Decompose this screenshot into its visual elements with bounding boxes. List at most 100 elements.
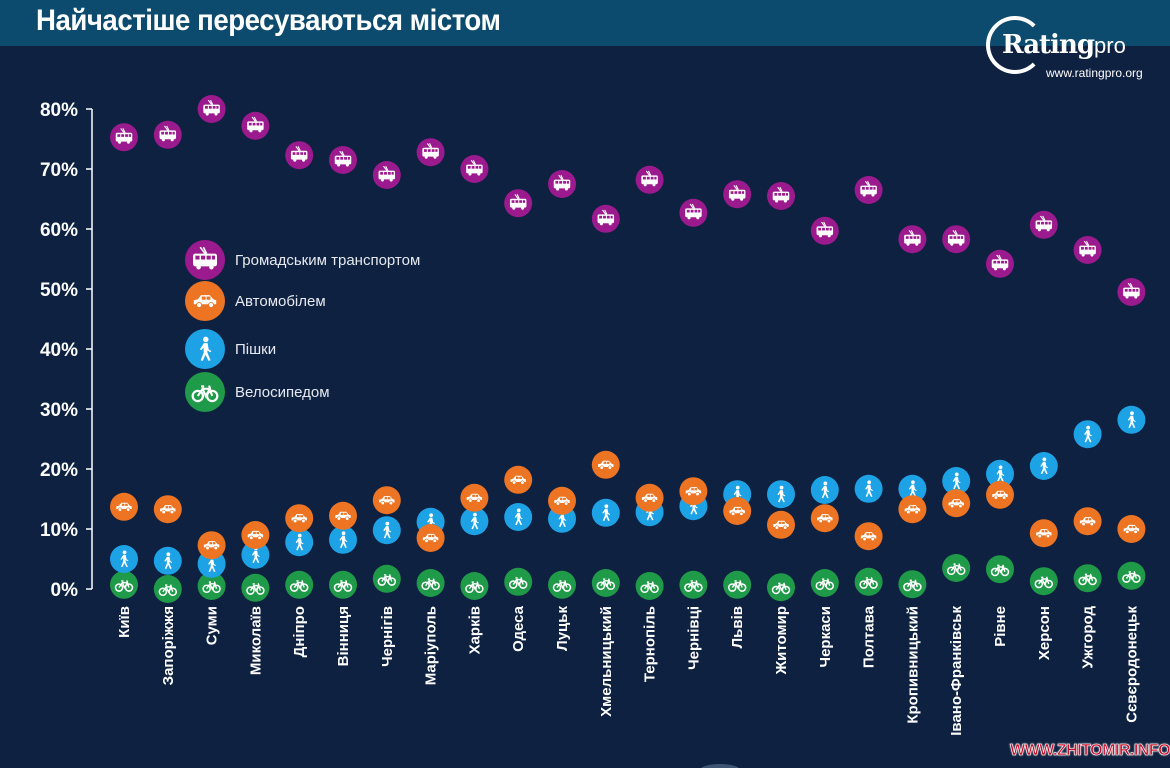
x-tick-label: Херсон — [1036, 606, 1053, 660]
x-axis-labels: Київ Запоріжжя Суми Миколаїв Дніпро Вінниця Че… — [116, 605, 1140, 735]
x-tick-label: Хмельницький — [598, 606, 615, 717]
data-point — [110, 123, 138, 152]
data-point — [986, 480, 1014, 509]
bottom-decoration — [701, 764, 739, 768]
legend-item: Пішки — [185, 329, 276, 369]
data-point — [460, 483, 489, 512]
data-point — [1117, 561, 1146, 590]
data-point — [767, 182, 795, 210]
data-point — [854, 522, 883, 551]
data-point — [1073, 420, 1102, 449]
data-point — [285, 570, 314, 599]
data-point — [767, 510, 795, 539]
data-point — [942, 554, 971, 582]
data-point — [548, 570, 576, 599]
y-tick-label: 10% — [40, 520, 78, 541]
data-point — [898, 495, 927, 524]
data-point — [723, 497, 752, 525]
x-tick-label: Кропивницький — [904, 606, 921, 724]
x-tick-label: Вінниця — [335, 606, 352, 666]
data-point — [110, 492, 138, 521]
header-band — [0, 0, 1170, 46]
data-point — [460, 155, 489, 183]
data-point — [1029, 567, 1058, 596]
logo-wordmark: Ratingpro — [1002, 30, 1126, 60]
legend-label: Велосипедом — [235, 384, 330, 401]
data-point — [110, 570, 138, 599]
data-point — [372, 486, 401, 515]
data-point — [1073, 507, 1102, 536]
data-point — [1073, 564, 1102, 593]
x-tick-label: Житомир — [773, 606, 790, 675]
legend-item: Громадським транспортом — [185, 240, 420, 280]
x-tick-label: Маріуполь — [423, 606, 440, 685]
data-point — [329, 146, 357, 174]
data-point — [241, 540, 270, 569]
data-point — [460, 572, 489, 600]
watermark: WWW.ZHITOMIR.INFO — [1010, 742, 1170, 760]
data-point — [942, 467, 971, 495]
legend-item: Автомобілем — [185, 281, 326, 321]
y-tick-label: 50% — [40, 280, 78, 301]
data-point — [110, 545, 138, 573]
data-point — [1117, 515, 1146, 543]
data-point — [372, 161, 401, 189]
x-tick-label: Івано-Франківськ — [948, 606, 965, 736]
data-point — [372, 516, 401, 545]
y-tick-label: 0% — [51, 580, 79, 601]
data-point — [810, 216, 839, 245]
data-point — [197, 95, 226, 123]
data-point — [460, 507, 489, 536]
x-tick-label: Миколаїв — [247, 606, 264, 675]
x-tick-label: Сєвєродонецьк — [1123, 606, 1140, 723]
y-tick-label: 40% — [40, 340, 78, 361]
data-point — [635, 572, 664, 600]
logo-ring-icon — [986, 16, 1044, 74]
data-point — [1117, 405, 1146, 434]
data-point — [416, 138, 445, 167]
data-point — [898, 570, 927, 599]
x-tick-label: Харків — [466, 606, 483, 654]
legend-label: Автомобілем — [235, 293, 326, 310]
data-point — [635, 483, 664, 512]
x-tick-label: Ужгород — [1080, 606, 1097, 669]
data-point — [197, 531, 226, 560]
data-point — [329, 570, 357, 599]
data-point — [416, 524, 445, 552]
logo-suffix: pro — [1094, 33, 1126, 58]
x-tick-label: Запоріжжя — [160, 606, 177, 685]
data-point — [986, 555, 1014, 584]
data-point — [504, 189, 533, 218]
x-tick-label: Київ — [116, 606, 133, 638]
legend: Громадським транспортом Автомобілем Пішки В… — [185, 240, 420, 412]
x-tick-label: Черкаси — [817, 606, 834, 667]
y-tick-label: 30% — [40, 400, 78, 421]
data-point — [767, 573, 795, 602]
data-point — [723, 180, 752, 209]
data-point — [285, 141, 314, 170]
data-point — [854, 567, 883, 596]
data-point — [810, 569, 839, 597]
data-point — [285, 528, 314, 557]
data-point — [679, 477, 708, 506]
x-tick-label: Одеса — [510, 605, 527, 651]
data-points — [110, 95, 1146, 603]
y-tick-label: 70% — [40, 160, 78, 181]
data-point — [591, 204, 620, 233]
data-point — [898, 225, 927, 254]
data-point — [153, 546, 182, 575]
data-point — [1029, 452, 1058, 480]
data-point — [153, 120, 182, 149]
logo-name: Rating — [1002, 30, 1095, 60]
y-tick-label: 80% — [40, 100, 78, 121]
data-point — [241, 573, 270, 602]
data-point — [285, 504, 314, 533]
x-tick-label: Полтава — [861, 605, 878, 668]
data-point — [942, 489, 971, 518]
data-point — [679, 570, 708, 599]
data-point — [1117, 278, 1146, 306]
ratingpro-logo[interactable]: Ratingpro www.ratingpro.org — [984, 12, 1170, 84]
data-point — [679, 198, 708, 227]
x-tick-label: Львів — [729, 606, 746, 648]
